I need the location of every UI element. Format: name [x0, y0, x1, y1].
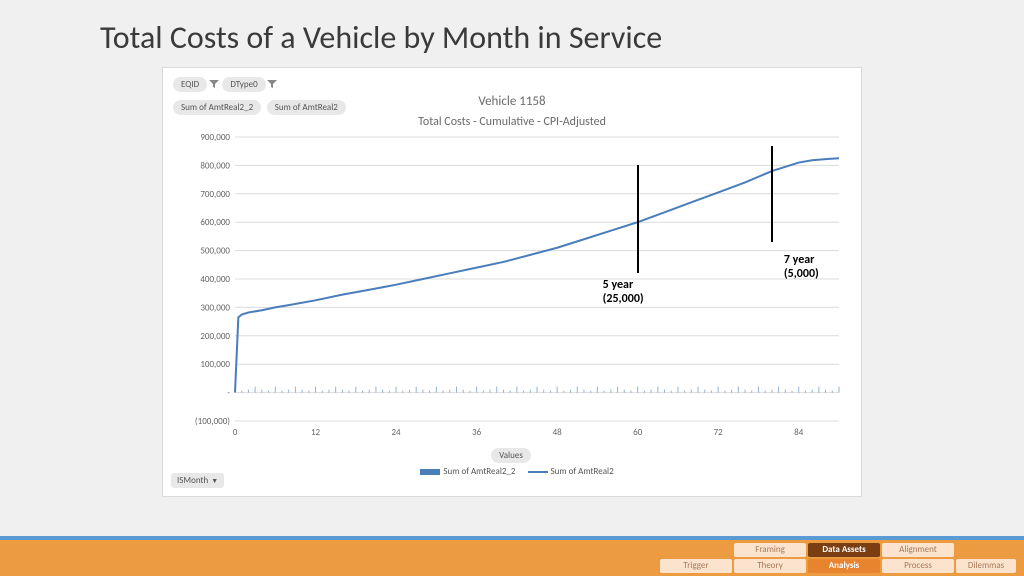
tab-data-assets[interactable]: Data Assets [808, 543, 880, 557]
filter-eqid[interactable]: EQID [173, 77, 207, 92]
chart-panel: EQID DType0 Sum of AmtReal2_2 Sum of Amt… [162, 67, 862, 497]
filter-dtype[interactable]: DType0 [222, 77, 265, 92]
tab-theory[interactable]: Theory [734, 559, 806, 573]
slide-title: Total Costs of a Vehicle by Month in Ser… [0, 0, 1024, 67]
svg-text:48: 48 [553, 427, 563, 438]
field-pill-2[interactable]: Sum of AmtReal2 [267, 100, 346, 115]
svg-text:700,000: 700,000 [200, 189, 230, 200]
footer: Framing Data Assets Alignment Trigger Th… [0, 536, 1024, 576]
chart-title-line2: Total Costs - Cumulative - CPI-Adjusted [173, 115, 851, 129]
svg-text:12: 12 [311, 427, 321, 438]
values-axis-pill[interactable]: Values [491, 448, 531, 463]
annotation-label-5yr: 5 year(25,000) [603, 278, 644, 307]
plot-area: (100,000) - 100,000 200,000 300,000 400,000 50… [185, 133, 845, 443]
svg-text:24: 24 [392, 427, 402, 438]
tab-process[interactable]: Process [882, 559, 954, 573]
legend-swatch-line [528, 471, 548, 473]
footer-band: Framing Data Assets Alignment Trigger Th… [0, 540, 1024, 576]
svg-text:84: 84 [794, 427, 804, 438]
ismonth-dropdown[interactable]: ISMonth▼ [171, 473, 224, 488]
legend-swatch-bar [420, 469, 440, 475]
svg-text:500,000: 500,000 [200, 245, 230, 256]
svg-text:(100,000): (100,000) [195, 416, 230, 427]
legend-label-line: Sum of AmtReal2 [551, 466, 614, 477]
svg-text:72: 72 [714, 427, 724, 438]
legend: Sum of AmtReal2_2 Sum of AmtReal2 [173, 466, 851, 477]
svg-text:60: 60 [633, 427, 643, 438]
svg-text:900,000: 900,000 [200, 133, 230, 143]
tab-dilemmas[interactable]: Dilemmas [956, 559, 1016, 573]
chevron-down-icon: ▼ [211, 476, 218, 485]
annotation-line-5yr [637, 165, 639, 273]
filter-icon [209, 79, 219, 89]
tab-alignment[interactable]: Alignment [882, 543, 954, 557]
tab-framing[interactable]: Framing [734, 543, 806, 557]
svg-text:100,000: 100,000 [200, 359, 230, 370]
legend-label-bar: Sum of AmtReal2_2 [443, 466, 515, 477]
annotation-line-7yr [771, 146, 773, 243]
svg-text:600,000: 600,000 [200, 217, 230, 228]
svg-text:200,000: 200,000 [200, 331, 230, 342]
tab-analysis[interactable]: Analysis [808, 559, 880, 573]
field-pill-1[interactable]: Sum of AmtReal2_2 [173, 100, 261, 115]
svg-text:800,000: 800,000 [200, 160, 230, 171]
svg-text:-: - [227, 387, 230, 398]
filter-row-top: EQID DType0 [173, 74, 851, 93]
chart-svg: (100,000) - 100,000 200,000 300,000 400,000 50… [185, 133, 845, 443]
svg-text:300,000: 300,000 [200, 302, 230, 313]
svg-text:400,000: 400,000 [200, 274, 230, 285]
annotation-label-7yr: 7 year(5,000) [784, 253, 819, 282]
tab-trigger[interactable]: Trigger [660, 559, 732, 573]
svg-text:36: 36 [472, 427, 482, 438]
footer-tabs: Framing Data Assets Alignment Trigger Th… [660, 543, 954, 573]
filter-icon [267, 79, 277, 89]
svg-text:0: 0 [233, 427, 238, 438]
